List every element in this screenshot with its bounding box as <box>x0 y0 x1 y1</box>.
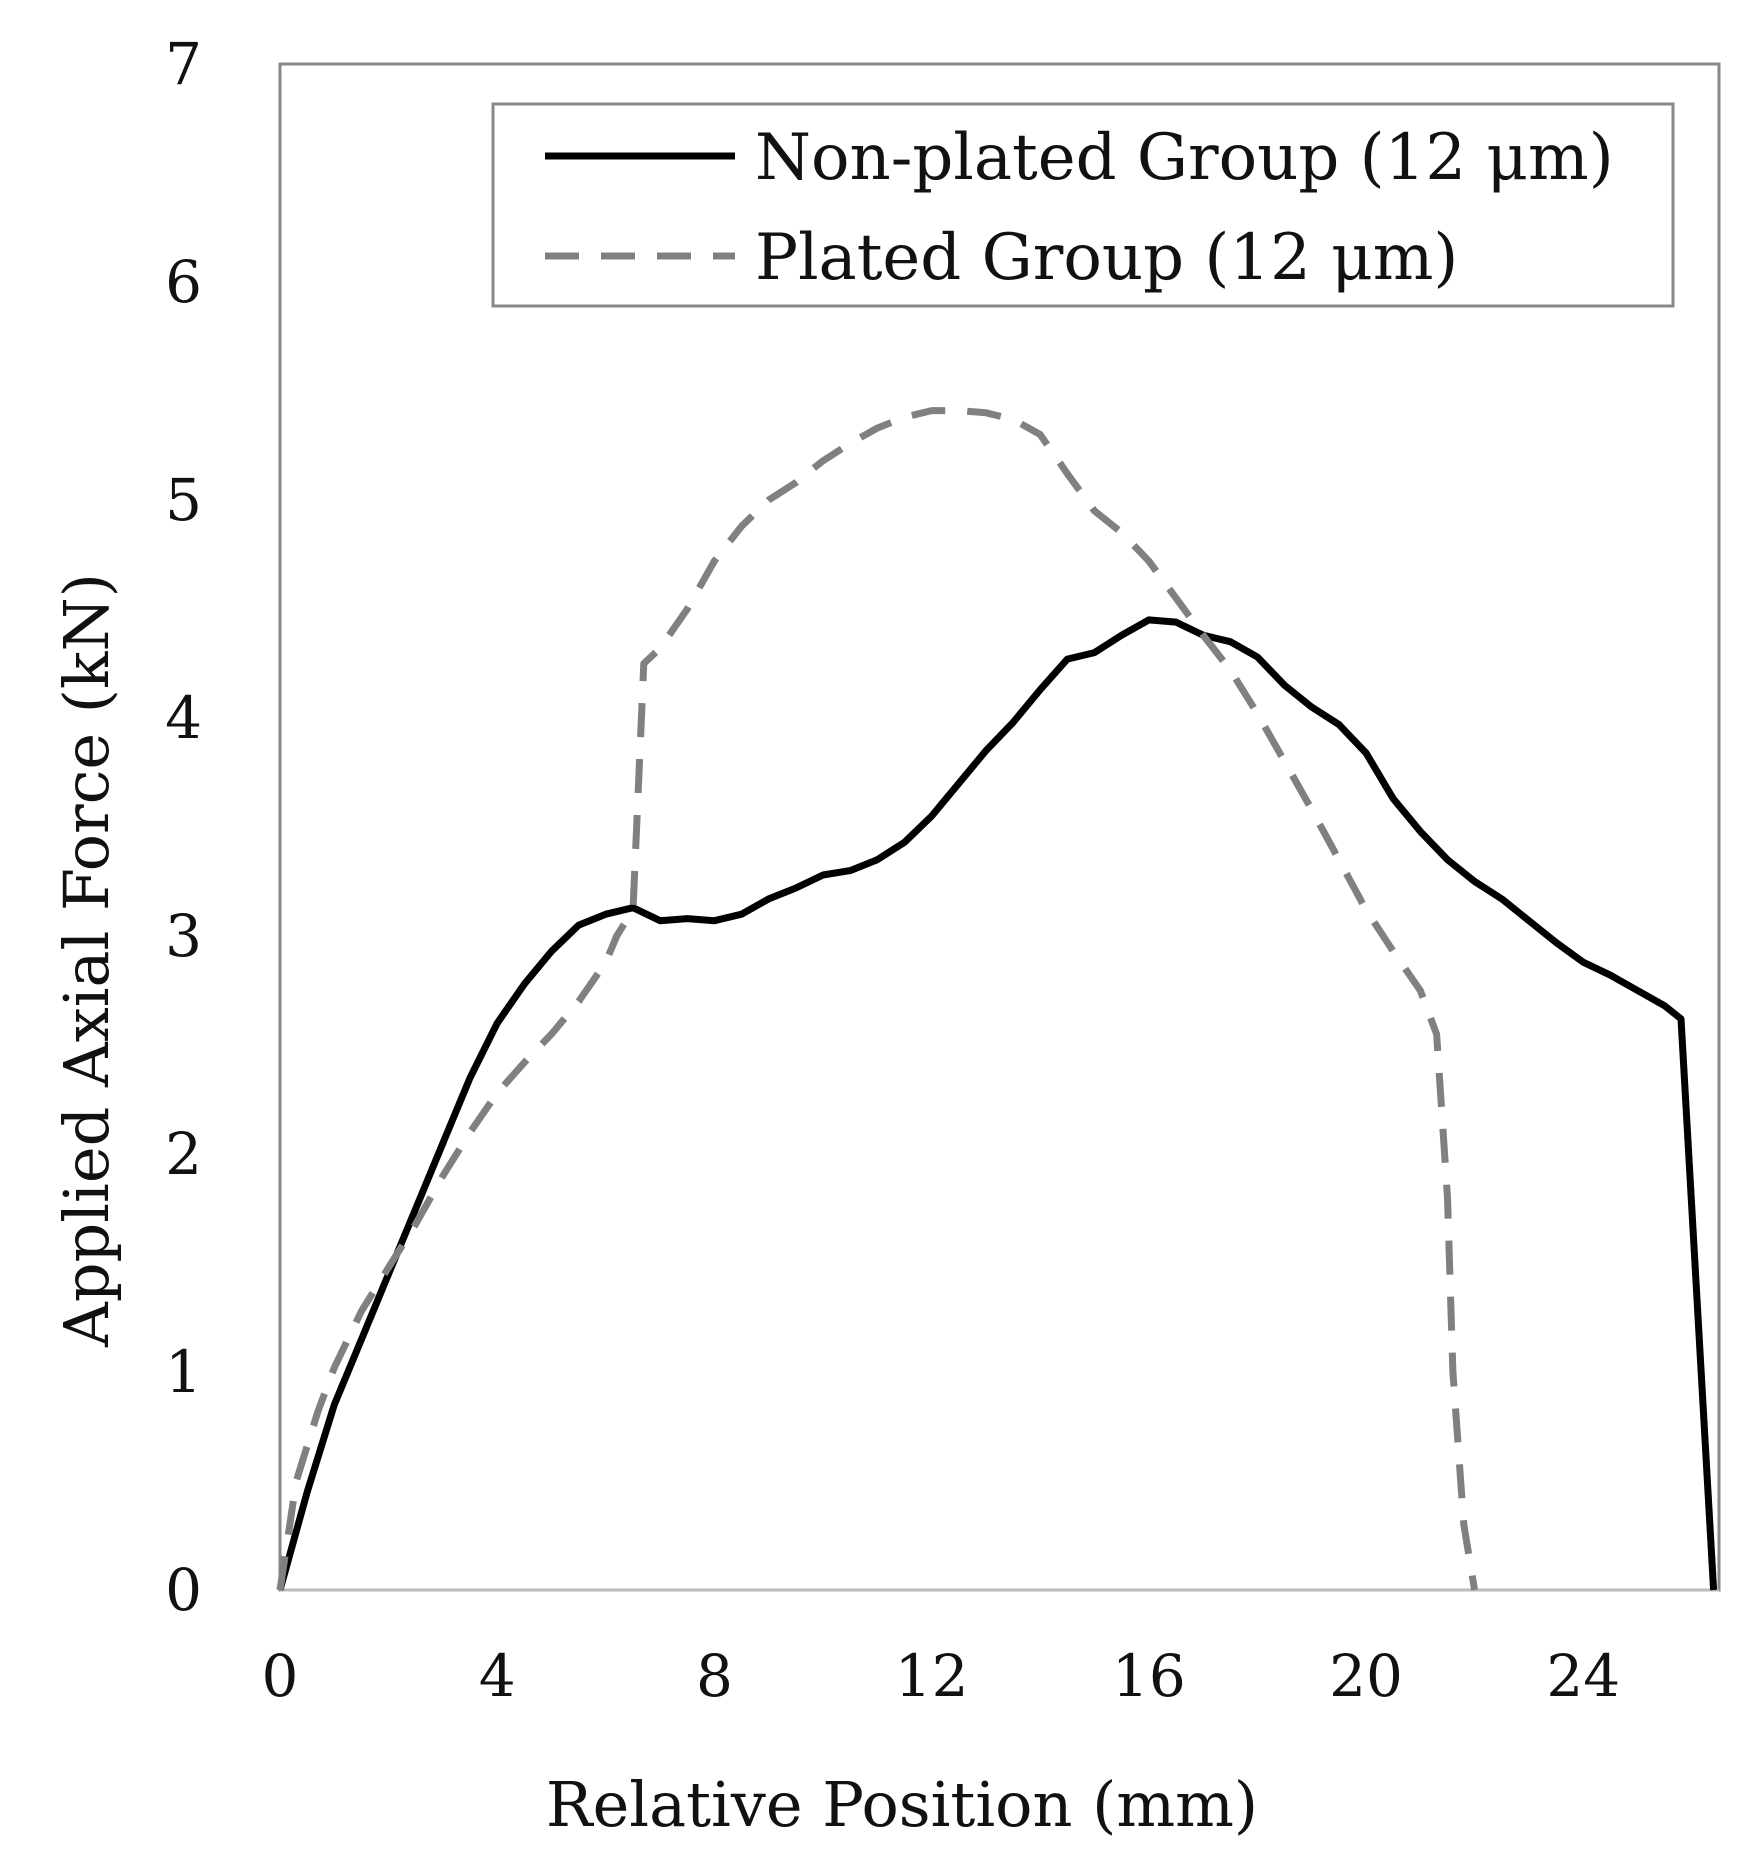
legend-box <box>491 102 1675 308</box>
legend-label-non-plated: Non-plated Group (12 μm) <box>755 121 1614 195</box>
x-tick-label: 0 <box>262 1642 299 1710</box>
x-tick-label: 4 <box>479 1642 516 1710</box>
y-tick-label: 2 <box>165 1120 202 1188</box>
y-tick-labels: 0 1 2 3 4 5 6 7 <box>165 30 202 1624</box>
x-tick-label: 8 <box>696 1642 733 1710</box>
x-tick-label: 12 <box>895 1642 969 1710</box>
y-tick-label: 6 <box>165 248 202 316</box>
y-axis-title: Applied Axial Force (kN) <box>50 573 123 1348</box>
x-tick-label: 24 <box>1546 1642 1620 1710</box>
x-axis-title: Relative Position (mm) <box>546 1768 1258 1841</box>
y-tick-label: 4 <box>165 684 202 752</box>
x-tick-label: 20 <box>1329 1642 1403 1710</box>
legend: Non-plated Group (12 μm) Plated Group (1… <box>491 102 1675 308</box>
y-tick-label: 5 <box>165 466 202 534</box>
y-tick-label: 0 <box>165 1556 202 1624</box>
series-lines <box>276 407 1718 1591</box>
series-line-non-plated <box>276 616 1718 1591</box>
legend-label-plated: Plated Group (12 μm) <box>755 221 1458 295</box>
x-tick-label: 16 <box>1112 1642 1186 1710</box>
x-tick-labels: 0 4 8 12 16 20 24 <box>262 1642 1621 1710</box>
y-tick-label: 7 <box>165 30 202 98</box>
y-tick-label: 1 <box>165 1338 202 1406</box>
y-tick-label: 3 <box>165 902 202 970</box>
series-line-plated <box>276 407 1479 1591</box>
